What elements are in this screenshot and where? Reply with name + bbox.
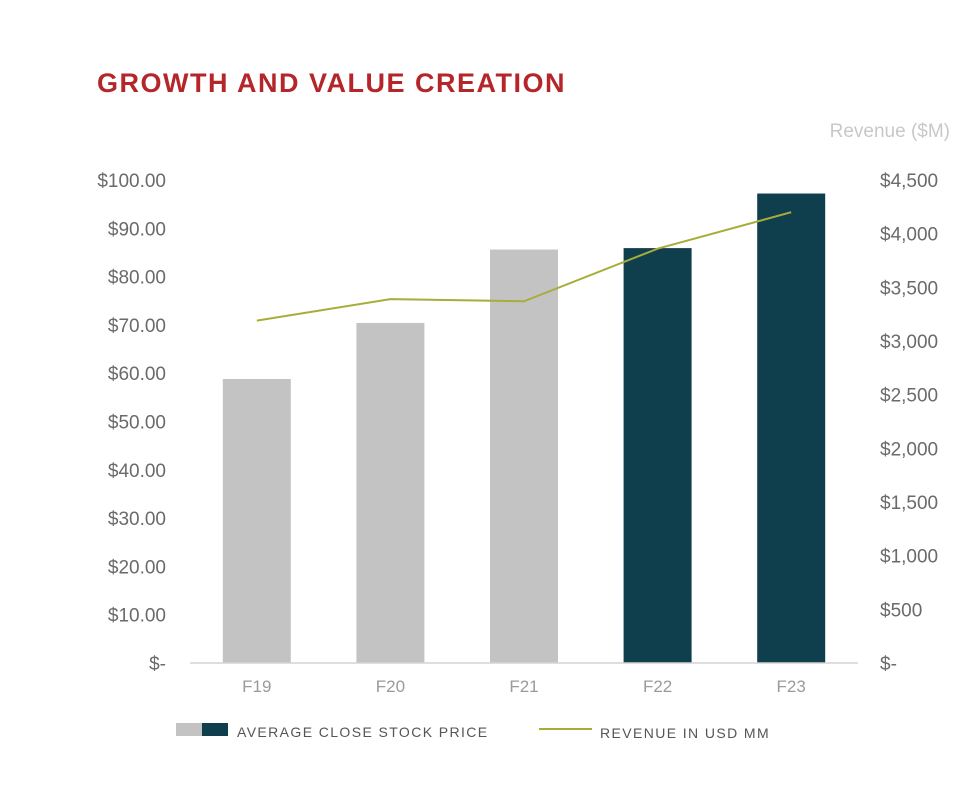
right-tick-label: $1,000 [880,547,938,568]
right-tick-label: $- [880,654,897,675]
left-tick-label: $100.00 [97,171,166,192]
left-tick-label: $20.00 [108,557,166,578]
left-tick-label: $70.00 [108,316,166,337]
right-tick-label: $3,000 [880,332,938,353]
legend-label-revenue: REVENUE IN USD MM [600,725,770,741]
right-tick-label: $4,000 [880,225,938,246]
right-tick-label: $3,500 [880,278,938,299]
revenue-line [256,211,792,322]
left-tick-label: $10.00 [108,606,166,627]
left-tick-label: $30.00 [108,509,166,530]
bar-f22 [623,248,692,663]
x-tick-label: F22 [643,677,672,696]
chart-title: GROWTH AND VALUE CREATION [97,68,566,98]
x-tick-label: F23 [777,677,806,696]
bar-f21 [490,249,558,663]
bar-f19 [222,378,291,663]
x-tick-label: F21 [509,677,538,696]
right-tick-label: $2,000 [880,439,938,460]
bar-f20 [356,322,425,663]
right-axis-label: Revenue ($M) [829,121,950,142]
right-tick-label: $4,500 [880,171,938,192]
left-tick-label: $60.00 [108,364,166,385]
left-tick-label: $90.00 [108,219,166,240]
bar-f23 [757,193,826,664]
left-tick-label: $- [149,654,166,675]
right-tick-label: $500 [880,600,922,621]
left-tick-label: $80.00 [108,268,166,289]
x-tick-label: F20 [376,677,405,696]
x-tick-label: F19 [242,677,271,696]
right-tick-label: $2,500 [880,386,938,407]
legend-swatch-light [176,723,202,736]
left-tick-label: $40.00 [108,461,166,482]
right-tick-label: $1,500 [880,493,938,514]
left-tick-label: $50.00 [108,413,166,434]
legend-label-stock-price: AVERAGE CLOSE STOCK PRICE [237,724,489,740]
legend-swatch-dark [202,723,228,736]
